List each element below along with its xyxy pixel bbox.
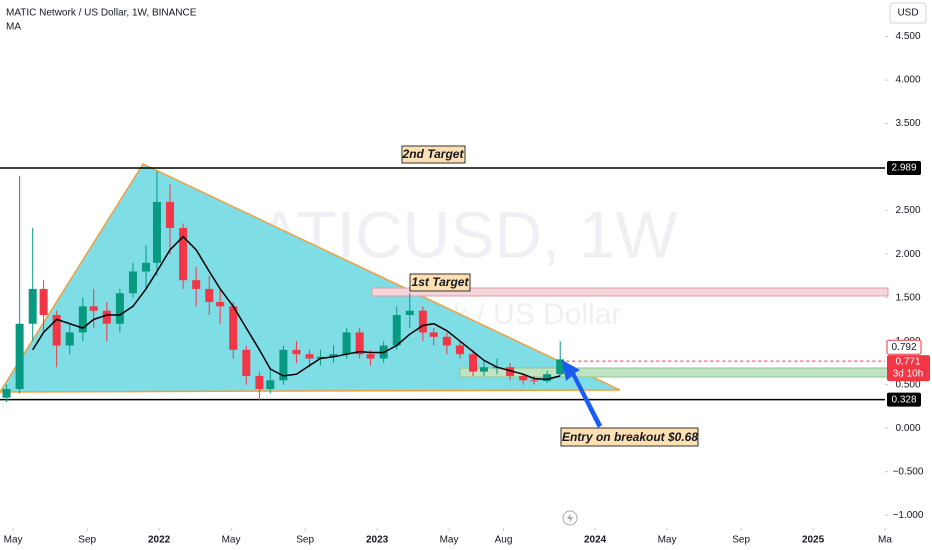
candle-body [216, 301, 225, 307]
y-tick-label: 2.000 [895, 249, 920, 260]
currency-button[interactable] [889, 2, 927, 24]
candle-body [78, 306, 87, 333]
candle-body [392, 315, 401, 346]
header-title: MATIC Network / US Dollar, 1W, BINANCE [6, 8, 197, 19]
ma-value: 0.792 [891, 342, 916, 353]
y-tick-label: 3.500 [895, 118, 920, 129]
candle-body [205, 288, 214, 302]
candle-body [192, 280, 201, 289]
candle-body [89, 306, 98, 311]
x-tick-label: Sep [732, 535, 750, 546]
candle-body [556, 359, 565, 375]
price-axis: 4.5004.0003.5002.5002.0001.5001.0000.500… [4, 31, 924, 545]
level-tag [887, 161, 921, 176]
x-tick-label: 2025 [802, 535, 825, 546]
y-tick-label: 4.500 [895, 31, 920, 42]
candle-body [469, 354, 478, 372]
support-zone [459, 367, 889, 378]
candle-body [366, 354, 375, 359]
candle-body [418, 310, 427, 333]
x-tick-label: Sep [78, 535, 96, 546]
candle-body [166, 201, 175, 229]
candle-body [179, 228, 188, 281]
candle-body [342, 332, 351, 355]
currency: USD [897, 8, 918, 19]
annotation-box [409, 273, 471, 292]
candle-body [115, 293, 124, 324]
x-tick-label: 2022 [148, 535, 171, 546]
candle-body [266, 380, 275, 390]
y-tick-label: 2.500 [895, 205, 920, 216]
candle-body [305, 354, 314, 359]
candle-body [255, 375, 264, 390]
x-tick-label: 2024 [584, 535, 607, 546]
candle-body [15, 323, 24, 390]
candle-body [530, 380, 539, 382]
arrow [562, 360, 602, 428]
candle-body [28, 288, 37, 324]
y-tick-label: −1.000 [893, 510, 924, 521]
level-tag [887, 392, 921, 407]
candle-body [405, 310, 414, 316]
annotation-box [401, 145, 466, 164]
candle-body [39, 288, 48, 316]
x-tick-label: May [222, 535, 241, 546]
candle-body [429, 332, 438, 337]
candle-body [479, 367, 488, 372]
icon [567, 513, 573, 523]
candle-body [279, 349, 288, 381]
candle-body [292, 349, 301, 355]
price-tag [887, 355, 930, 382]
ma-tag [886, 339, 922, 355]
candle-body [128, 271, 137, 294]
icon[interactable] [562, 510, 578, 526]
candle-body [229, 306, 238, 350]
candle-body [506, 367, 515, 376]
candle-body [355, 332, 364, 355]
candle-body [316, 356, 325, 359]
x-tick-label: May [440, 535, 459, 546]
candle-body [442, 336, 451, 346]
candle-body [242, 349, 251, 376]
candle-body [543, 374, 552, 382]
candle-body [455, 345, 464, 355]
candle-body [519, 375, 528, 381]
candle-body [142, 262, 151, 272]
y-tick-label: 4.000 [895, 75, 920, 86]
target-zone [371, 287, 889, 297]
x-tick-label: Ma [878, 535, 892, 546]
countdown: 3d 10h [893, 369, 924, 380]
level-label: 2.989 [891, 163, 916, 174]
y-tick-label: 0.000 [895, 423, 920, 434]
candle-body [329, 354, 338, 357]
x-tick-label: May [4, 535, 23, 546]
annotation: 2nd Target [402, 147, 465, 161]
y-tick-label: −0.500 [893, 466, 924, 477]
indicator-name: MA [6, 22, 21, 33]
candle-body [152, 201, 161, 263]
last-price: 0.771 [895, 357, 920, 368]
x-tick-label: Aug [495, 535, 513, 546]
candle-body [2, 389, 11, 398]
annotation-box [560, 427, 699, 447]
x-tick-label: May [658, 535, 677, 546]
y-tick-label: 0.500 [895, 379, 920, 390]
y-tick-label: 1.500 [895, 292, 920, 303]
candle-body [65, 332, 74, 346]
x-tick-label: Sep [296, 535, 314, 546]
candle-body [102, 310, 111, 324]
annotation: Entry on breakout $0.68 [562, 430, 698, 444]
ma-line [32, 235, 561, 381]
candle-body [52, 315, 61, 346]
x-tick-label: 2023 [366, 535, 389, 546]
annotation: 1st Target [412, 275, 470, 289]
level-label: 0.328 [891, 394, 916, 405]
